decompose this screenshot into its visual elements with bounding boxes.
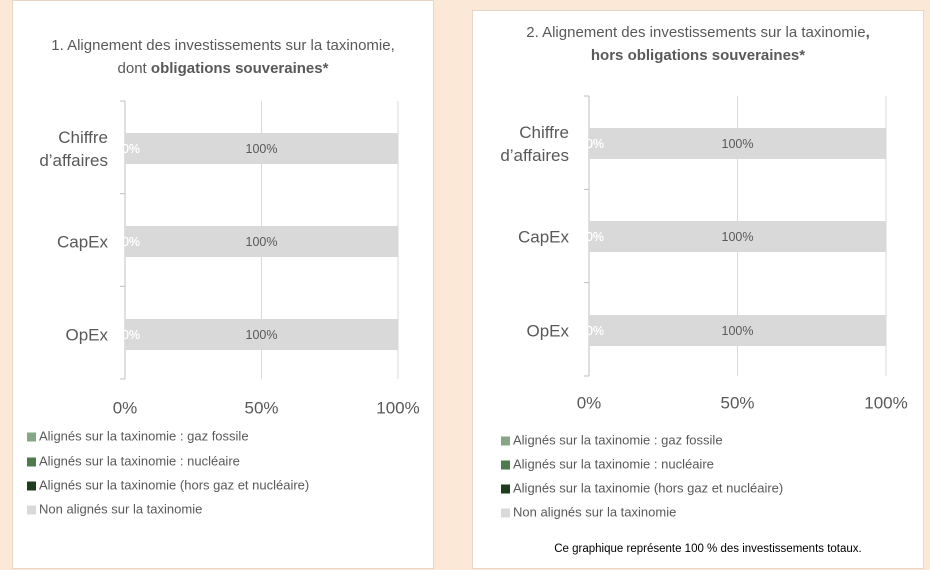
data-label: 100% xyxy=(722,137,754,151)
legend-swatch xyxy=(27,481,36,491)
x-tick-label: 50% xyxy=(244,398,278,417)
title-text: 2. Alignement des investissements sur la… xyxy=(526,24,866,41)
x-tick-label: 0% xyxy=(113,398,138,417)
bar-segment xyxy=(125,226,398,257)
title-emphasis: , hors obligations souveraines* xyxy=(590,24,870,64)
data-label: 0% xyxy=(122,235,140,249)
legend-label: Alignés sur la taxinomie (hors gaz et nu… xyxy=(39,477,309,492)
legend-swatch xyxy=(501,460,510,470)
legend-swatch xyxy=(501,484,510,494)
data-label: 0% xyxy=(122,142,140,156)
chart-panel: 0% 50% 100% 0% 0% 0% 100% 0% 0% 0% 100% 0% 0% 0% 100% A… xyxy=(12,0,434,569)
legend-swatch xyxy=(27,505,36,515)
legend-swatch xyxy=(501,508,510,518)
data-label: 0% xyxy=(586,137,604,151)
legend-label: Alignés sur la taxinomie : nucléaire xyxy=(39,453,240,468)
data-label: 0% xyxy=(586,230,604,244)
data-label: 0% xyxy=(586,137,604,151)
chart: 0% 50% 100%0%0%0% 100%0%0%0% 100%0%0%0% 100%A… xyxy=(27,100,420,516)
data-label: 100% xyxy=(722,230,754,244)
data-label: 0% xyxy=(122,328,140,342)
y-tick-label: Chiffre d’affaires xyxy=(500,122,569,165)
legend-swatch xyxy=(27,457,36,467)
x-tick-label: 100% xyxy=(376,398,419,417)
y-tick-label: Chiffre d’affaires xyxy=(39,127,108,170)
data-label: 0% xyxy=(122,142,140,156)
data-label: 100% xyxy=(246,235,278,249)
data-label: 0% xyxy=(586,324,604,338)
y-tick-label: CapEx xyxy=(56,232,108,251)
chart-title: 2. Alignement des investissements sur la… xyxy=(508,21,888,67)
bar-segment xyxy=(589,128,886,159)
legend-label: Non alignés sur la taxinomie xyxy=(513,504,676,519)
x-tick-label: 100% xyxy=(864,393,907,412)
y-tick-label: CapEx xyxy=(517,227,569,246)
data-label: 0% xyxy=(122,328,140,342)
bar-segment xyxy=(589,221,886,252)
data-label: 100% xyxy=(246,328,278,342)
title-emphasis: obligations souveraines* xyxy=(150,60,329,77)
data-label: 0% xyxy=(122,235,140,249)
bar-segment xyxy=(589,315,886,346)
legend-label: Alignés sur la taxinomie : gaz fossile xyxy=(513,432,723,447)
y-tick-label: OpEx xyxy=(526,321,569,340)
data-label: 0% xyxy=(586,137,604,151)
x-tick-label: 50% xyxy=(720,393,754,412)
y-tick-label: OpEx xyxy=(65,325,108,344)
data-label: 0% xyxy=(122,235,140,249)
data-label: 0% xyxy=(586,230,604,244)
chart-title: 1. Alignement des investissements sur la… xyxy=(43,34,403,80)
legend-label: Alignés sur la taxinomie (hors gaz et nu… xyxy=(513,480,783,495)
data-label: 0% xyxy=(586,324,604,338)
legend-label: Non alignés sur la taxinomie xyxy=(39,501,202,516)
legend-label: Alignés sur la taxinomie : gaz fossile xyxy=(39,428,249,443)
x-tick-label: 0% xyxy=(577,393,602,412)
data-label: 0% xyxy=(586,230,604,244)
data-label: 0% xyxy=(122,142,140,156)
data-label: 100% xyxy=(722,324,754,338)
footnote: Ce graphique représente 100 % des invest… xyxy=(554,543,862,555)
bar-segment xyxy=(125,133,398,164)
legend-swatch xyxy=(501,436,510,446)
bar-segment xyxy=(125,319,398,350)
title-text: 1. Alignement des investissements sur la… xyxy=(51,37,395,77)
data-label: 0% xyxy=(586,324,604,338)
data-label: 100% xyxy=(246,142,278,156)
legend-label: Alignés sur la taxinomie : nucléaire xyxy=(513,456,714,471)
data-label: 0% xyxy=(122,328,140,342)
chart: 0% 50% 100%0%0%0% 100%0%0%0% 100%0%0%0% 100%A… xyxy=(501,95,908,555)
chart-panel: 0% 50% 100% 0% 0% 0% 100% 0% 0% 0% 100% 0% 0% 0% 100% A… xyxy=(472,10,924,569)
legend-swatch xyxy=(27,432,36,442)
